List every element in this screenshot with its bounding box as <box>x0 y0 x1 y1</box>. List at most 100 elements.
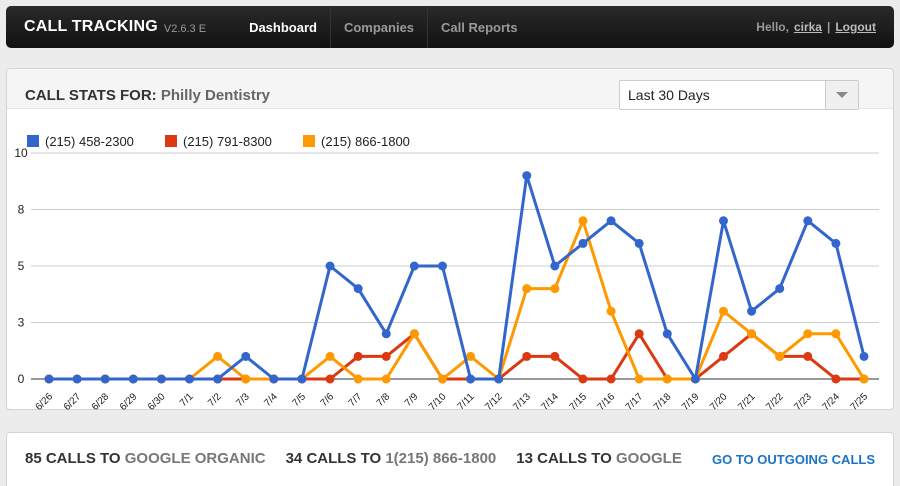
summary-target: GOOGLE <box>616 450 682 467</box>
y-tick-label: 0 <box>18 372 25 386</box>
summary-count: 13 CALLS TO <box>516 450 612 467</box>
x-tick-label: 7/7 <box>347 391 365 409</box>
calls-line-chart: 0 3 5 8 10 6/26 6/27 6/28 6/29 6/30 7/1 7/2 7/3 7/4 7/… <box>14 134 879 411</box>
x-tick-label: 7/4 <box>262 391 280 409</box>
data-point <box>662 329 672 339</box>
y-tick-label: 10 <box>14 146 28 160</box>
x-tick-label: 6/27 <box>62 391 84 411</box>
app-brand[interactable]: CALL TRACKING <box>24 18 158 35</box>
data-point <box>831 329 841 339</box>
data-point <box>381 329 391 339</box>
x-tick-label: 7/9 <box>403 391 421 409</box>
top-navbar: CALL TRACKING V2.6.3 E Dashboard Compani… <box>6 6 894 48</box>
data-point <box>578 216 588 226</box>
summary-card: 85 CALLS TO GOOGLE ORGANIC 34 CALLS TO 1… <box>6 432 894 486</box>
data-point <box>128 374 138 384</box>
x-tick-label: 7/16 <box>596 391 618 411</box>
data-point <box>803 329 813 339</box>
data-point <box>831 374 841 384</box>
nav-call-reports[interactable]: Call Reports <box>427 6 531 48</box>
dropdown-toggle[interactable] <box>825 81 858 109</box>
y-tick-label: 3 <box>18 316 25 330</box>
stats-title: CALL STATS FOR: Philly Dentistry <box>25 87 270 104</box>
summary-target: GOOGLE ORGANIC <box>124 450 266 467</box>
x-tick-label: 7/14 <box>539 391 561 411</box>
data-point <box>213 374 223 384</box>
summary-item: 13 CALLS TO GOOGLE <box>516 450 682 467</box>
data-point <box>831 238 841 248</box>
app-version: V2.6.3 E <box>163 22 207 35</box>
data-point <box>44 374 54 384</box>
data-point <box>662 374 672 384</box>
data-point <box>522 284 532 294</box>
x-tick-label: 7/19 <box>680 391 702 411</box>
data-point <box>718 351 728 361</box>
call-stats-card: CALL STATS FOR: Philly Dentistry Last 30… <box>6 68 894 411</box>
data-point <box>353 374 363 384</box>
data-point <box>325 351 335 361</box>
separator: | <box>826 20 831 34</box>
data-point <box>522 171 532 181</box>
nav-dashboard[interactable]: Dashboard <box>249 19 317 35</box>
y-tick-label: 8 <box>18 203 25 217</box>
legend-label: (215) 866-1800 <box>321 134 410 149</box>
data-point <box>634 238 644 248</box>
x-tick-label: 7/22 <box>764 391 786 411</box>
data-point <box>634 329 644 339</box>
data-point <box>100 374 110 384</box>
data-point <box>381 351 391 361</box>
data-point <box>718 306 728 316</box>
data-point <box>550 261 560 271</box>
data-point <box>747 306 757 316</box>
summary-item: 34 CALLS TO 1(215) 866-1800 <box>286 450 497 467</box>
x-tick-label: 6/26 <box>34 391 56 411</box>
logout-link[interactable]: Logout <box>835 20 876 34</box>
data-point <box>747 329 757 339</box>
x-tick-label: 6/28 <box>90 391 112 411</box>
date-range-value: Last 30 Days <box>628 87 710 103</box>
data-point <box>297 374 307 384</box>
nav-companies[interactable]: Companies <box>329 6 427 48</box>
data-point <box>437 374 447 384</box>
data-point <box>718 216 728 226</box>
data-point <box>409 261 419 271</box>
data-point <box>325 261 335 271</box>
date-range-select[interactable]: Last 30 Days <box>619 80 859 110</box>
data-point <box>775 284 785 294</box>
data-point <box>72 374 82 384</box>
stats-title-prefix: CALL STATS FOR: <box>25 87 157 104</box>
data-point <box>241 351 251 361</box>
x-tick-label: 7/24 <box>820 391 842 411</box>
data-point <box>494 374 504 384</box>
legend-label: (215) 458-2300 <box>45 134 134 149</box>
username-link[interactable]: cirka <box>793 20 822 34</box>
series-line <box>49 219 866 381</box>
data-point <box>409 329 419 339</box>
card-header: CALL STATS FOR: Philly Dentistry Last 30… <box>7 69 893 110</box>
summary-item: 85 CALLS TO GOOGLE ORGANIC <box>25 450 266 467</box>
data-point <box>606 374 616 384</box>
x-tick-label: 6/29 <box>118 391 140 411</box>
x-tick-label: 7/25 <box>849 391 871 411</box>
x-tick-label: 7/10 <box>427 391 449 411</box>
data-point <box>466 374 476 384</box>
data-point <box>325 374 335 384</box>
x-tick-label: 7/18 <box>652 391 674 411</box>
x-tick-label: 7/3 <box>234 391 252 409</box>
legend-label: (215) 791-8300 <box>183 134 272 149</box>
summary-count: 34 CALLS TO <box>285 450 382 467</box>
data-point <box>353 284 363 294</box>
x-tick-label: 7/12 <box>483 391 505 411</box>
series-line <box>49 174 866 381</box>
data-point <box>578 238 588 248</box>
data-point <box>690 374 700 384</box>
x-tick-label: 7/6 <box>319 391 337 409</box>
chevron-down-icon <box>836 92 848 98</box>
data-point <box>606 216 616 226</box>
outgoing-calls-link[interactable]: GO TO OUTGOING CALLS <box>712 452 875 467</box>
data-point <box>353 351 363 361</box>
data-point <box>241 374 251 384</box>
x-tick-label: 7/23 <box>792 391 814 411</box>
legend-swatch <box>165 135 177 147</box>
data-point <box>859 374 869 384</box>
